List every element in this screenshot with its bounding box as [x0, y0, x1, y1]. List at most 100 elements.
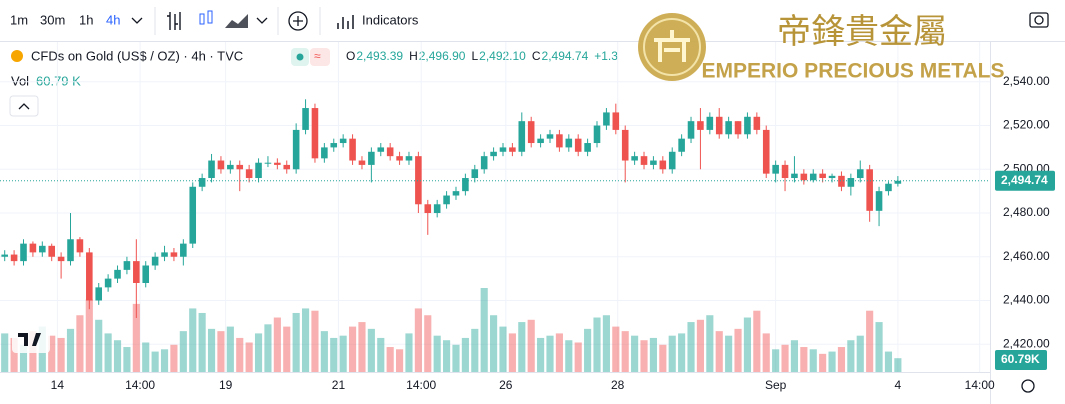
- candle-body: [603, 112, 610, 126]
- candle-body: [565, 138, 573, 148]
- candle-body: [292, 129, 300, 170]
- data-delay-badge[interactable]: [310, 48, 330, 66]
- candle-body: [433, 204, 441, 214]
- candle-style-button[interactable]: [199, 13, 205, 25]
- volume-bar: [790, 340, 799, 372]
- volume-bar: [537, 337, 545, 372]
- compare-button[interactable]: [288, 11, 308, 31]
- candle-body: [161, 252, 168, 257]
- volume-bar: [113, 340, 122, 372]
- volume-bar: [19, 344, 28, 372]
- candle-body: [29, 243, 37, 253]
- legend: CFDs on Gold (US$ / OZ) · 4h · TVC ≈ Vol…: [9, 48, 618, 117]
- candle-body: [518, 121, 526, 152]
- settings-button[interactable]: [1021, 379, 1035, 393]
- candle-body: [198, 178, 206, 187]
- candle-body: [584, 143, 591, 152]
- volume-bar: [85, 299, 93, 372]
- collapse-icon: [18, 103, 30, 110]
- candle-body: [255, 162, 262, 179]
- volume-bar: [668, 335, 676, 372]
- candle-body: [697, 121, 704, 130]
- interval-button[interactable]: 30m: [40, 12, 65, 27]
- volume-bar: [678, 333, 686, 372]
- x-tick-label: 19: [219, 378, 233, 392]
- x-tick-label: 28: [611, 378, 625, 392]
- candle-body: [180, 243, 187, 257]
- collapse-legend-button[interactable]: [9, 95, 39, 117]
- candle-body: [48, 245, 55, 257]
- volume-bar: [424, 315, 432, 372]
- style-dropdown[interactable]: [256, 17, 268, 24]
- snapshot-icon: [1034, 15, 1044, 25]
- x-tick-label: 4: [895, 378, 902, 392]
- interval-button[interactable]: 1m: [10, 12, 28, 27]
- volume-bar: [245, 342, 253, 372]
- ohlc-value: 2,493.39: [356, 49, 403, 63]
- interval-button[interactable]: 1h: [79, 12, 93, 27]
- volume-bar: [254, 333, 263, 372]
- change-value: +1.3: [594, 49, 618, 63]
- volume-bar: [659, 344, 667, 372]
- volume-bar: [696, 319, 704, 372]
- candle-body: [687, 121, 695, 139]
- volume-bar: [151, 351, 159, 372]
- tradingview-logo: [12, 325, 50, 353]
- candle-body: [612, 112, 620, 130]
- volume-bar: [602, 315, 610, 372]
- volume-bar: [226, 326, 234, 372]
- volume-bar: [593, 317, 601, 372]
- candle-body: [527, 121, 535, 144]
- volume-bar: [508, 333, 516, 372]
- volume-bar: [527, 319, 535, 372]
- candle-body: [650, 160, 657, 165]
- volume-bar: [546, 335, 554, 372]
- candle-body: [142, 265, 150, 283]
- volume-bar: [621, 331, 629, 372]
- y-tick-label: 2,460.00: [1003, 249, 1050, 263]
- interval-button-active[interactable]: 4h: [106, 12, 120, 27]
- candle-body: [151, 256, 159, 266]
- area-style-button[interactable]: [225, 14, 248, 28]
- bar-style-button[interactable]: [167, 12, 181, 30]
- candle-body: [640, 156, 648, 165]
- volume-bar: [565, 340, 573, 372]
- volume-bar: [631, 335, 639, 372]
- candle-body: [772, 164, 779, 174]
- x-tick-label: 26: [499, 378, 513, 392]
- candle-body: [1, 254, 8, 257]
- candle-body: [509, 147, 516, 152]
- volume-bar: [471, 328, 479, 372]
- candle-body: [490, 151, 497, 157]
- candle-body: [856, 169, 864, 179]
- volume-bar: [264, 324, 272, 372]
- candle-body: [377, 147, 385, 152]
- y-tick-label: 2,440.00: [1003, 293, 1050, 307]
- candle-style-button[interactable]: [207, 10, 213, 24]
- settings-icon[interactable]: [1021, 379, 1035, 393]
- last-price-tag: [995, 170, 1055, 191]
- snapshot-button[interactable]: [1029, 12, 1049, 28]
- volume-bar: [236, 337, 244, 372]
- candle-body: [725, 121, 732, 135]
- volume-bar: [66, 328, 75, 372]
- volume-bar: [283, 326, 291, 372]
- tv-logo-bg: [12, 325, 50, 353]
- volume-bar: [461, 337, 469, 372]
- compare-icon: [293, 16, 303, 26]
- volume-bar: [809, 349, 817, 372]
- volume-bar: [386, 347, 394, 372]
- volume-bar: [433, 335, 441, 372]
- volume-bar: [320, 331, 328, 372]
- interval-dropdown[interactable]: [131, 17, 143, 24]
- ohlc-value: 2,492.10: [479, 49, 526, 63]
- candle-body: [95, 287, 103, 301]
- candle-body: [114, 269, 121, 279]
- ohlc-value: 2,494.74: [542, 49, 589, 63]
- candle-body: [791, 173, 798, 179]
- x-tick-label: 14:00: [125, 378, 155, 392]
- indicators-button[interactable]: Indicators: [362, 12, 419, 27]
- candle-body: [227, 164, 234, 170]
- candle-body: [245, 169, 253, 179]
- indicators-icon[interactable]: [337, 15, 354, 29]
